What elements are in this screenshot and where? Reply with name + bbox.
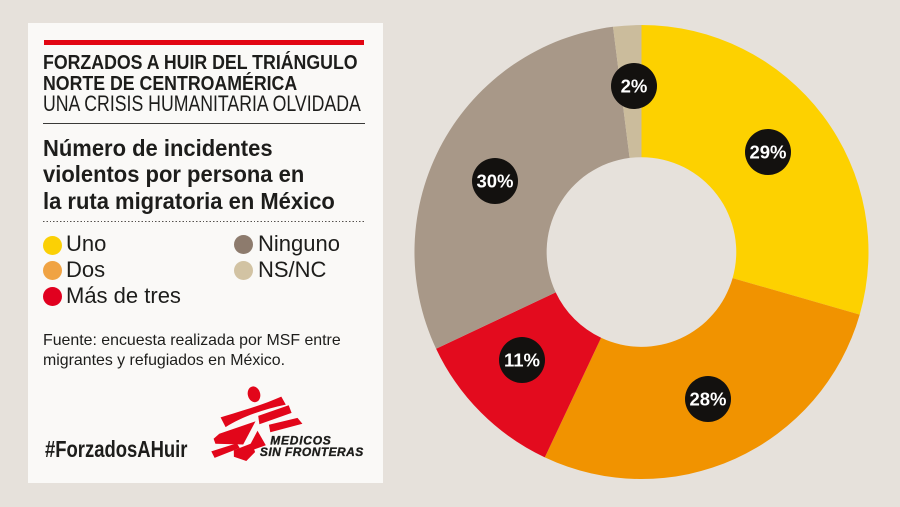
svg-text:11%: 11% (504, 350, 540, 371)
svg-text:30%: 30% (476, 171, 513, 192)
svg-text:SIN FRONTERAS: SIN FRONTERAS (260, 445, 364, 459)
svg-text:29%: 29% (749, 142, 786, 163)
svg-text:MEDICOS: MEDICOS (270, 433, 331, 447)
svg-text:28%: 28% (689, 389, 726, 410)
svg-text:2%: 2% (621, 76, 648, 97)
